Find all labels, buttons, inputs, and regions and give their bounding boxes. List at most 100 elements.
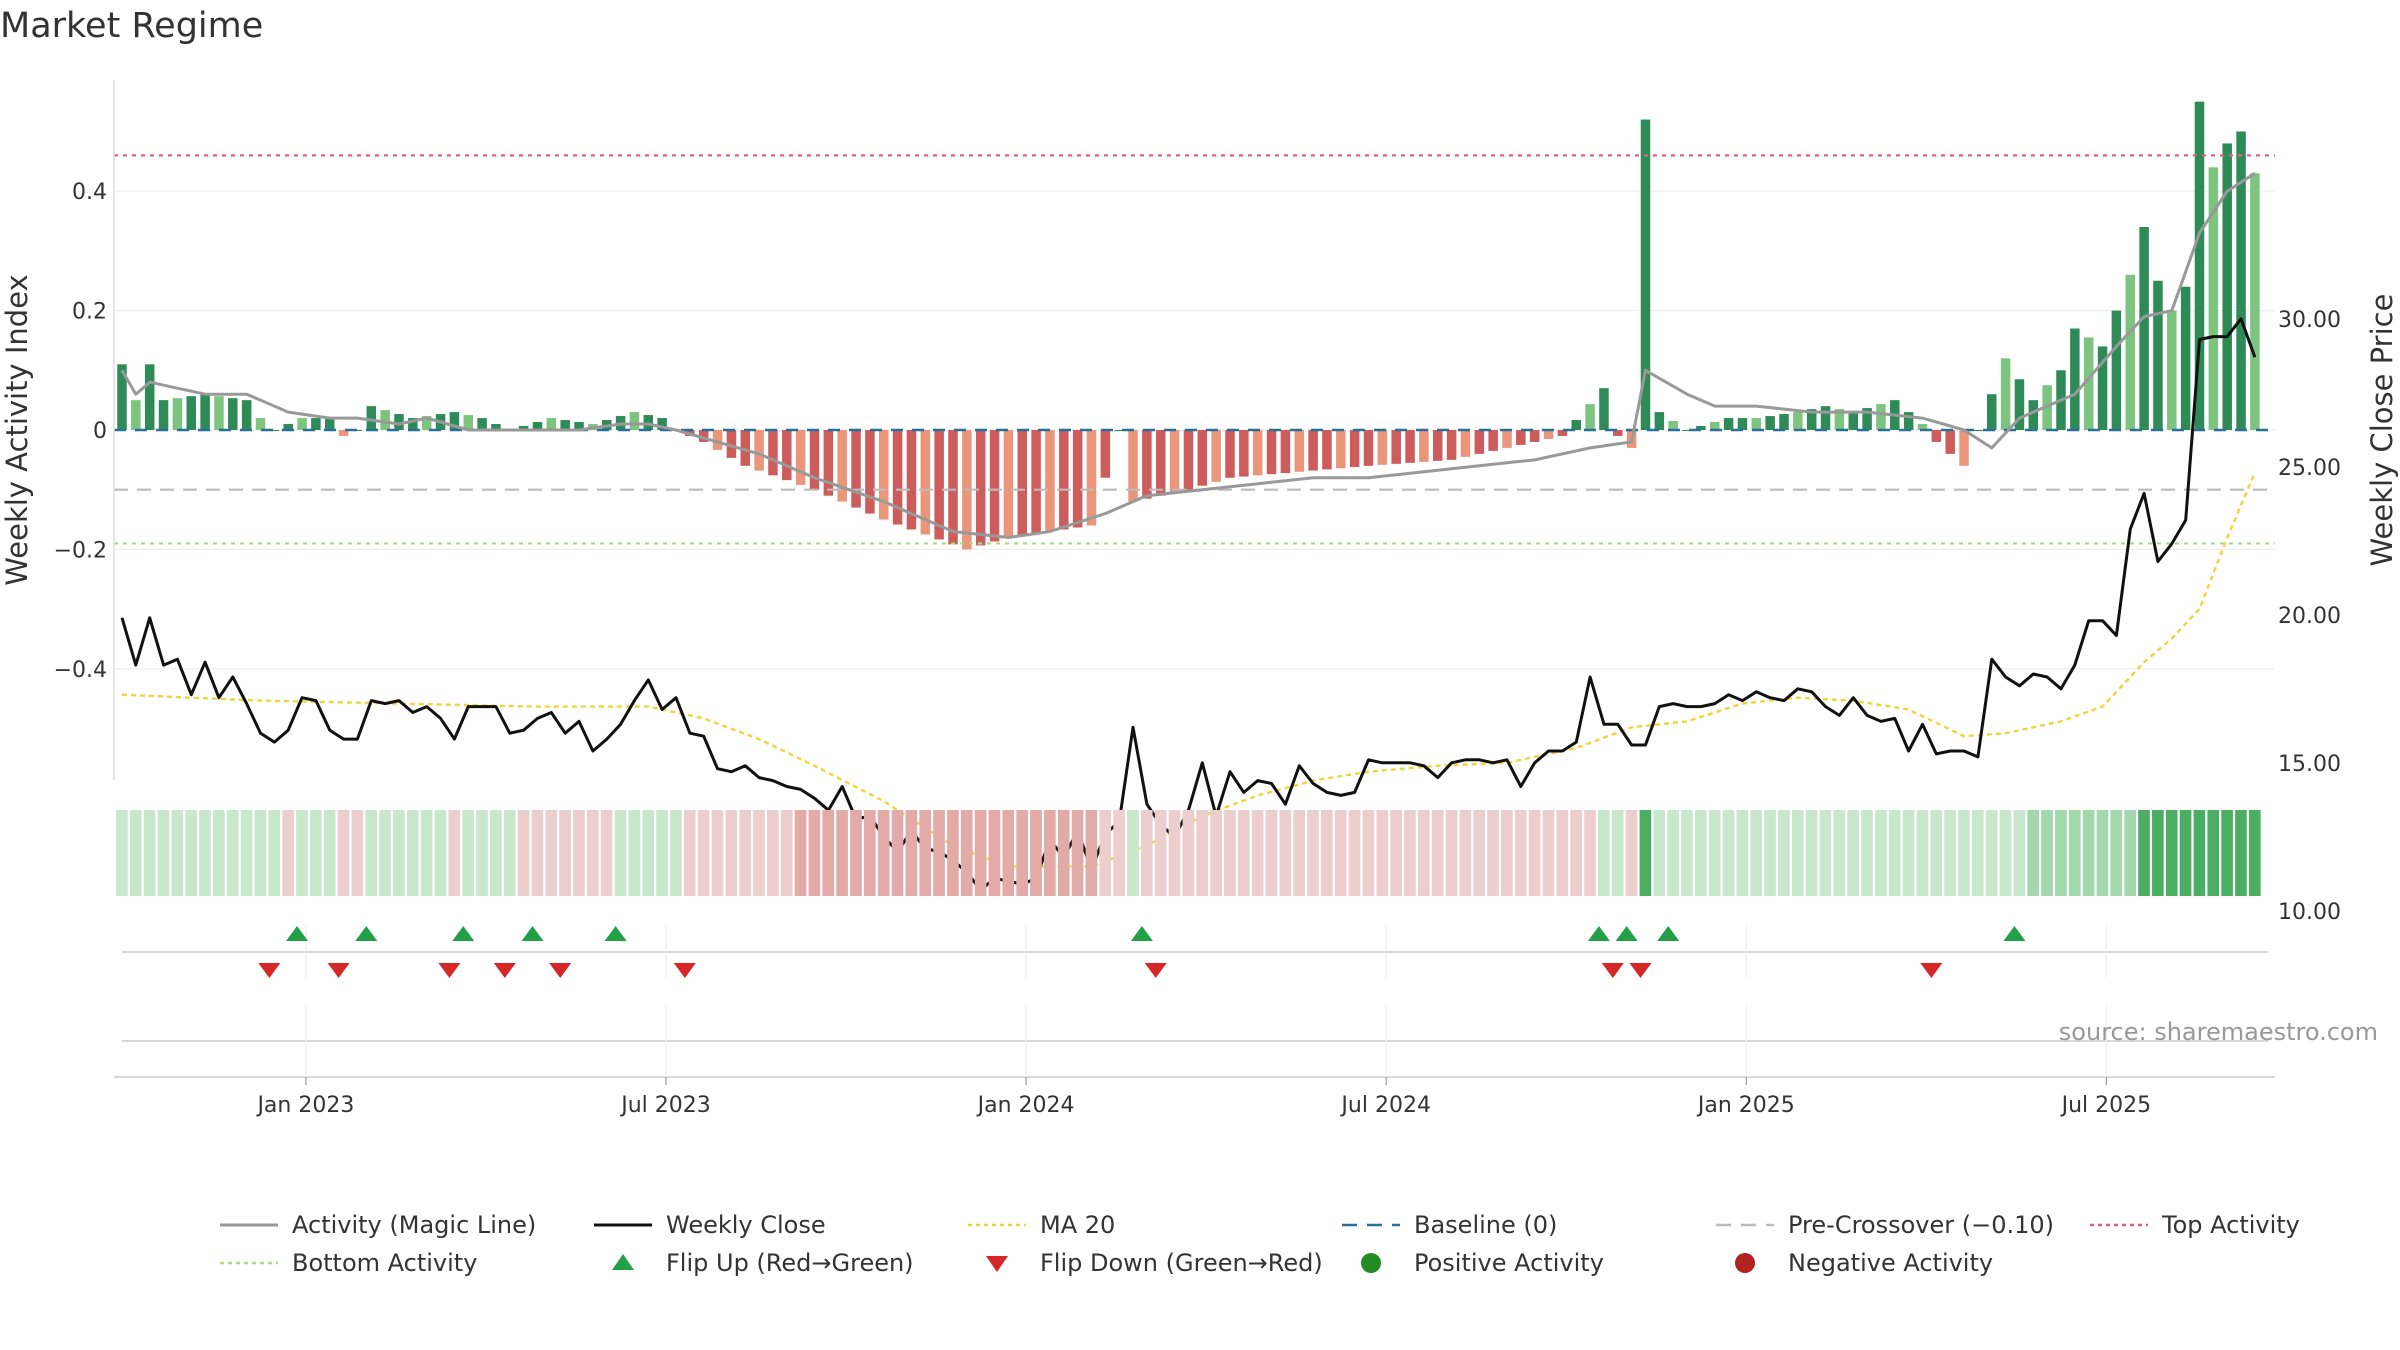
regime-cell (1916, 810, 1929, 896)
regime-cell (1736, 810, 1749, 896)
activity-bar (1931, 430, 1942, 442)
legend-item: Flip Up (Red→Green) (612, 1249, 914, 1277)
left-tick-label: −0.4 (54, 658, 107, 683)
regime-cell (309, 810, 322, 896)
flip-down-marker (493, 963, 516, 978)
regime-cell (448, 810, 461, 896)
activity-bar (1419, 430, 1429, 462)
regime-cell (767, 810, 779, 896)
regime-cell (1196, 810, 1209, 896)
regime-cell (628, 810, 641, 896)
regime-cell (947, 810, 959, 896)
activity-bar (1599, 388, 1609, 430)
regime-cell (1085, 810, 1098, 896)
regime-cell (1584, 810, 1596, 896)
regime-cell (1154, 810, 1167, 896)
activity-bar (1128, 430, 1138, 502)
regime-cell (905, 810, 918, 896)
flip-down-marker (1629, 963, 1652, 978)
regime-cell (1764, 810, 1776, 896)
activity-bar (1239, 430, 1249, 477)
activity-bar (1903, 412, 1914, 430)
regime-cell (1847, 810, 1859, 896)
x-tick-label: Jan 2024 (976, 1093, 1075, 1118)
activity-bar (449, 412, 460, 430)
activity-bar (1751, 418, 1762, 430)
regime-cell (794, 810, 807, 896)
legend-item: Bottom Activity (220, 1249, 477, 1277)
activity-bar (920, 430, 931, 535)
activity-bar (1557, 430, 1568, 436)
chart-title: Market Regime (0, 6, 264, 46)
activity-bar (1529, 430, 1540, 442)
flip-up-marker (1615, 926, 1638, 941)
regime-cell (1057, 810, 1070, 896)
activity-bar (1834, 409, 1845, 430)
activity-bar (325, 418, 335, 430)
activity-bar (989, 430, 1000, 542)
activity-bar (2208, 167, 2219, 430)
regime-cell (365, 810, 378, 896)
legend-item: Baseline (0) (1342, 1211, 1557, 1239)
regime-cell (1861, 810, 1873, 896)
activity-bar (1377, 430, 1388, 465)
regime-cell (406, 810, 419, 896)
regime-cell (379, 810, 391, 896)
regime-cell (240, 810, 253, 896)
activity-bar (352, 430, 363, 431)
flip-markers (122, 925, 2268, 978)
regime-cell (1722, 810, 1735, 896)
regime-strip (116, 810, 2261, 896)
regime-cell (836, 810, 848, 896)
activity-bar (477, 418, 487, 430)
regime-cell (1639, 810, 1652, 896)
flip-up-marker (355, 926, 378, 941)
activity-bar (1460, 430, 1471, 457)
activity-bar (518, 426, 529, 430)
regime-cell (185, 810, 197, 896)
regime-cell (2193, 810, 2206, 896)
regime-cell (850, 810, 862, 896)
activity-bar (1114, 430, 1124, 431)
activity-bar (1668, 421, 1678, 430)
activity-bar (1987, 394, 1997, 430)
regime-cell (2124, 810, 2136, 896)
regime-cell (226, 810, 239, 896)
regime-cell (670, 810, 682, 896)
flip-up-marker (521, 926, 544, 941)
activity-bar (754, 430, 764, 471)
flip-down-marker (438, 963, 461, 978)
regime-cell (1542, 810, 1555, 896)
regime-cell (642, 810, 655, 896)
regime-cell (1750, 810, 1763, 896)
regime-cell (1791, 810, 1804, 896)
regime-cell (891, 810, 904, 896)
regime-cell (2041, 810, 2053, 896)
activity-bar (1349, 430, 1360, 468)
regime-cell (1307, 810, 1319, 896)
legend-item: Flip Down (Green→Red) (986, 1249, 1323, 1277)
activity-bar (1723, 418, 1734, 430)
activity-bar (574, 422, 584, 430)
regime-cell (1487, 810, 1499, 896)
legend: Activity (Magic Line) Weekly Close MA 20 Ba… (220, 1211, 2300, 1277)
activity-bar (1446, 430, 1457, 460)
flip-up-marker (1130, 926, 1153, 941)
activity-bar (2097, 346, 2108, 430)
activity-bar (1211, 430, 1221, 482)
activity-bar (1322, 430, 1332, 470)
regime-cell (1404, 810, 1416, 896)
activity-bar (200, 394, 210, 430)
regime-cell (2221, 810, 2233, 896)
legend-item: MA 20 (968, 1211, 1115, 1239)
activity-bar (186, 396, 196, 430)
activity-bar (1862, 408, 1872, 430)
regime-cell (1030, 810, 1042, 896)
activity-bar (1876, 404, 1886, 430)
activity-bar (657, 418, 667, 430)
regime-cell (1210, 810, 1222, 896)
regime-cell (1902, 810, 1915, 896)
x-tick-label: Jan 2025 (1696, 1093, 1795, 1118)
activity-bar (214, 396, 224, 430)
activity-bar (172, 398, 183, 430)
